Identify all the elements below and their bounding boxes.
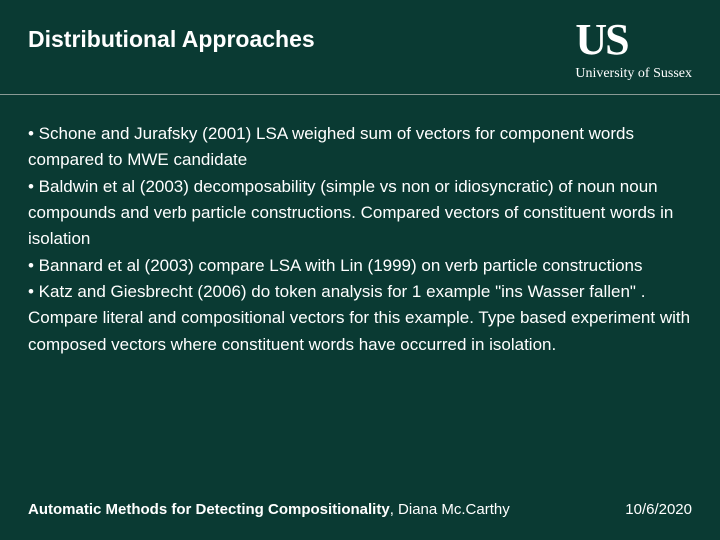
- university-logo: US University of Sussex: [575, 18, 692, 82]
- footer-date: 10/6/2020: [625, 501, 692, 518]
- bullet-item: • Schone and Jurafsky (2001) LSA weighed…: [28, 121, 692, 174]
- slide-body: • Schone and Jurafsky (2001) LSA weighed…: [0, 95, 720, 358]
- logo-mark: US: [575, 18, 627, 62]
- slide-footer: Automatic Methods for Detecting Composit…: [0, 501, 720, 518]
- footer-talk-title: Automatic Methods for Detecting Composit…: [28, 501, 390, 518]
- slide-title: Distributional Approaches: [28, 18, 575, 53]
- footer-author: Diana Mc.Carthy: [398, 501, 510, 518]
- slide-header: Distributional Approaches US University …: [0, 0, 720, 95]
- bullet-item: • Katz and Giesbrecht (2006) do token an…: [28, 279, 692, 358]
- logo-subtext: University of Sussex: [575, 66, 692, 82]
- footer-sep: ,: [390, 501, 398, 518]
- bullet-item: • Bannard et al (2003) compare LSA with …: [28, 253, 692, 279]
- bullet-item: • Baldwin et al (2003) decomposability (…: [28, 174, 692, 253]
- footer-title-author: Automatic Methods for Detecting Composit…: [28, 501, 510, 518]
